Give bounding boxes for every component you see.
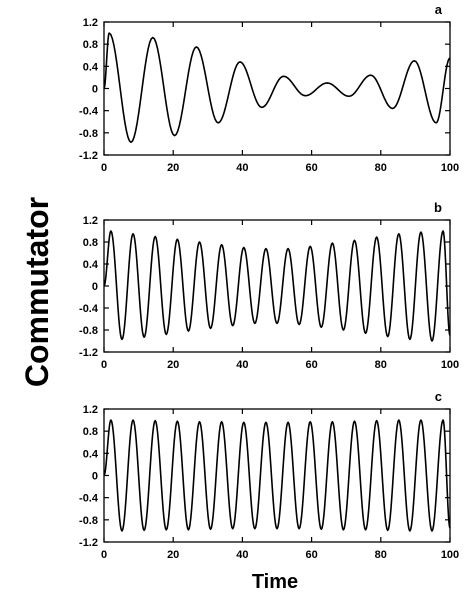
- y-tick-label: 0.8: [83, 426, 98, 438]
- x-tick-label: 20: [167, 162, 179, 174]
- y-tick-label: 1.2: [83, 215, 98, 227]
- y-tick-label: -0.8: [79, 515, 98, 527]
- plot-frame: [103, 408, 451, 543]
- y-tick-label: 1.2: [83, 17, 98, 29]
- y-tick-label: 0: [92, 471, 98, 483]
- x-tick-label: 40: [236, 359, 248, 371]
- x-tick-label: 60: [305, 359, 317, 371]
- y-tick-label: -0.4: [79, 303, 99, 315]
- x-tick-label: 60: [305, 549, 317, 561]
- x-tick-label: 20: [167, 359, 179, 371]
- x-tick-label: 40: [236, 162, 248, 174]
- panel-label: a: [435, 2, 443, 17]
- x-tick-label: 0: [101, 549, 107, 561]
- chart-panels: 1.20.80.40-0.4-0.8-1.20 20 40 60 80 100a1.20.…: [79, 2, 459, 561]
- x-tick-label: 100: [441, 549, 459, 561]
- y-tick-label: -0.8: [79, 325, 98, 337]
- x-tick-label: 60: [305, 162, 317, 174]
- x-axis-title: Time: [252, 571, 298, 593]
- series-line: [103, 419, 451, 532]
- panel-label: b: [434, 200, 442, 215]
- y-tick-label: -0.8: [79, 128, 98, 140]
- x-tick-label: 80: [375, 359, 387, 371]
- y-tick-label: 0.4: [83, 61, 99, 73]
- y-tick-label: 0: [92, 84, 98, 96]
- x-tick-label: 0: [101, 162, 107, 174]
- x-tick-label: 40: [236, 549, 248, 561]
- y-tick-label: 0.4: [83, 448, 99, 460]
- series-line: [103, 32, 451, 144]
- y-tick-label: 0.8: [83, 237, 98, 249]
- y-tick-label: -0.4: [79, 106, 99, 118]
- x-tick-label: 100: [441, 359, 459, 371]
- y-tick-label: 0.4: [83, 259, 99, 271]
- y-tick-label: -1.2: [79, 150, 98, 162]
- y-tick-label: -0.4: [79, 493, 99, 505]
- y-tick-label: -1.2: [79, 347, 98, 359]
- x-tick-label: 80: [375, 162, 387, 174]
- x-tick-label: 80: [375, 549, 387, 561]
- x-tick-label: 0: [101, 359, 107, 371]
- y-tick-label: 0: [92, 281, 98, 293]
- y-tick-label: -1.2: [79, 537, 98, 549]
- y-tick-label: 0.8: [83, 39, 98, 51]
- x-tick-label: 20: [167, 549, 179, 561]
- x-tick-label: 100: [441, 162, 459, 174]
- y-tick-label: 1.2: [83, 404, 98, 416]
- series-line: [103, 230, 451, 342]
- panel-label: c: [435, 389, 442, 404]
- y-axis-title: Commutator: [19, 197, 55, 387]
